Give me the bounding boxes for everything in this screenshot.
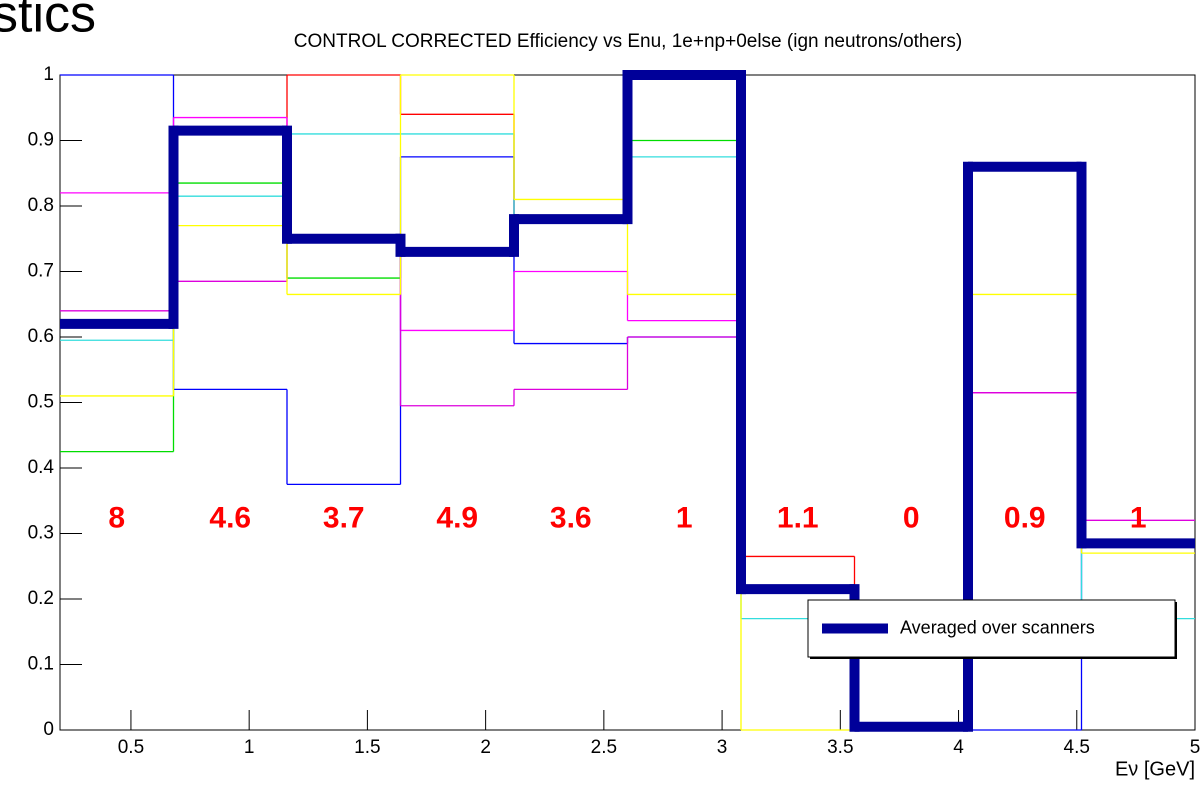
bin-label: 0.9: [1004, 501, 1046, 534]
y-tick-label: 0.8: [28, 195, 54, 216]
x-tick-label: 0.5: [118, 737, 144, 758]
bin-label: 4.6: [209, 501, 251, 534]
y-tick-label: 0.2: [28, 588, 54, 609]
y-tick-label: 0.9: [28, 130, 54, 151]
y-tick-label: 0.1: [28, 654, 54, 675]
x-tick-label: 1: [244, 737, 255, 758]
y-tick-label: 0: [43, 719, 54, 740]
y-tick-label: 0.6: [28, 326, 54, 347]
x-tick-label: 3: [717, 737, 728, 758]
x-tick-label: 2.5: [591, 737, 617, 758]
bin-label: 1: [1130, 501, 1147, 534]
y-tick-label: 0.5: [28, 392, 54, 413]
x-tick-label: 2: [480, 737, 491, 758]
bin-label: 8: [108, 501, 125, 534]
x-tick-label: 3.5: [827, 737, 853, 758]
y-tick-label: 0.7: [28, 261, 54, 282]
x-tick-label: 4.5: [1064, 737, 1090, 758]
chart-title: CONTROL CORRECTED Efficiency vs Enu, 1e+…: [294, 31, 962, 52]
y-tick-label: 1: [43, 64, 54, 85]
bin-label: 0: [903, 501, 920, 534]
legend-label: Averaged over scanners: [900, 617, 1095, 637]
bin-label: 1: [676, 501, 693, 534]
heading-fragment: stics: [0, 0, 96, 44]
x-tick-label: 1.5: [354, 737, 380, 758]
bin-label: 3.6: [550, 501, 592, 534]
y-tick-label: 0.4: [28, 457, 55, 478]
bin-label: 1.1: [777, 501, 819, 534]
y-tick-label: 0.3: [28, 523, 54, 544]
x-axis-label: Eν [GeV]: [1115, 758, 1195, 780]
x-tick-label: 5: [1190, 737, 1200, 758]
bin-label: 4.9: [436, 501, 478, 534]
x-tick-label: 4: [953, 737, 964, 758]
bin-label: 3.7: [323, 501, 365, 534]
